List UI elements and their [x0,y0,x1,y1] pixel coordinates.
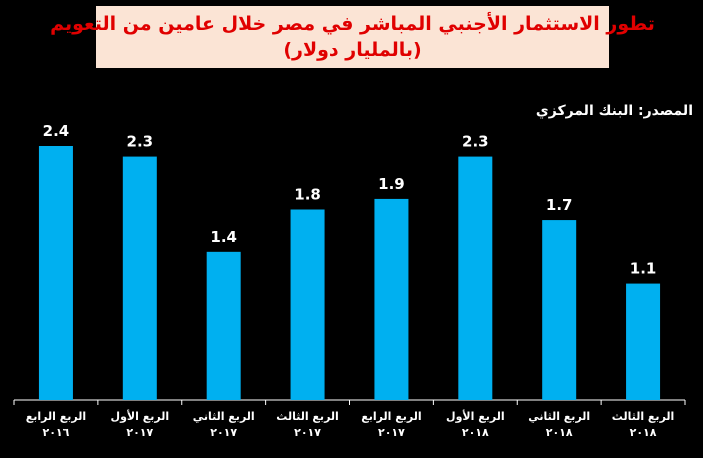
chart-title: تطور الاستثمار الأجنبي المباشر في مصر خل… [50,13,655,35]
x-tick-label: الربع الرابع [26,410,86,423]
x-tick-label: الربع الثالث [612,410,675,423]
bar [458,156,493,400]
x-tick-year: ٢٠١٦ [43,426,70,439]
x-tick-year: ٢٠١٨ [462,426,489,439]
x-tick-year: ٢٠١٨ [630,426,657,439]
x-tick-year: ٢٠١٨ [546,426,573,439]
x-tick-year: ٢٠١٧ [126,426,153,439]
x-tick-label: الربع الأول [446,409,505,423]
chart-title-box: تطور الاستثمار الأجنبي المباشر في مصر خل… [50,6,655,68]
x-tick-label: الربع الرابع [361,410,421,423]
x-tick-label: الربع الثالث [276,410,339,423]
x-tick-year: ٢٠١٧ [294,426,321,439]
data-label: 1.7 [546,196,573,214]
data-label: 2.4 [43,122,70,140]
data-label: 1.1 [630,260,657,278]
bar [374,198,409,400]
source-note: المصدر: البنك المركزي [535,103,693,119]
x-tick-label: الربع الأول [111,409,170,423]
bar [542,220,577,400]
x-tick-year: ٢٠١٧ [210,426,237,439]
x-tick-year: ٢٠١٧ [378,426,405,439]
bar [290,209,325,400]
data-label: 1.8 [294,186,321,204]
chart-subtitle: (بالمليار دولار) [283,39,422,61]
x-tick-label: الربع الثاني [528,410,590,423]
bar [38,146,73,400]
bar [122,156,157,400]
bar [206,251,241,400]
data-label: 1.4 [210,228,237,246]
data-label: 2.3 [127,133,154,151]
data-label: 1.9 [378,175,405,193]
x-tick-label: الربع الثاني [193,410,255,423]
bar [626,283,661,400]
data-label: 2.3 [462,133,489,151]
